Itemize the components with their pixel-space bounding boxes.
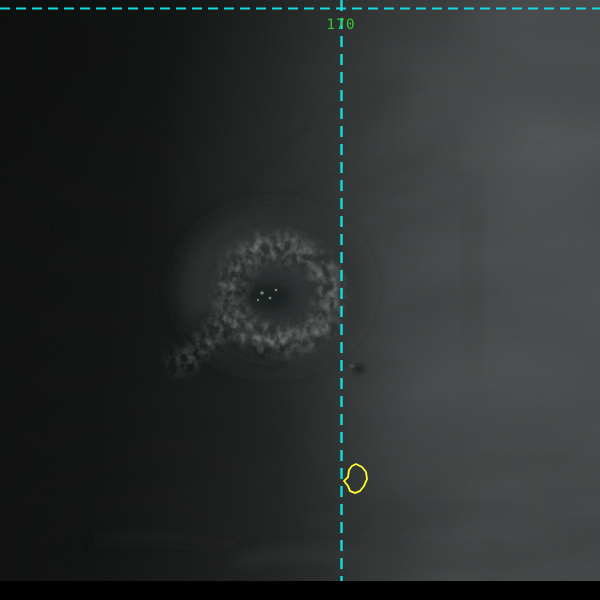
map-grid-overlay: 170 [0,0,600,581]
island-outline [343,463,368,494]
status-bar: 1 0001 HIMAWARI-8 3 17 FEB 16048 172000 … [0,581,600,600]
longitude-label: 170 [326,17,355,33]
